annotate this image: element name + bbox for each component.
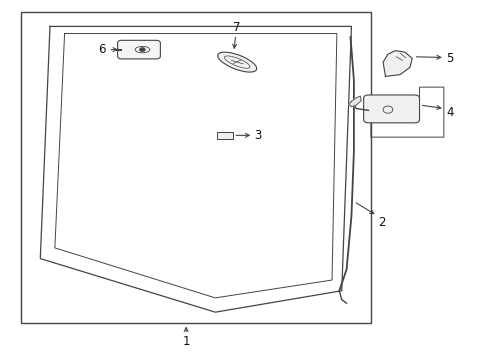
Polygon shape xyxy=(348,96,361,107)
FancyBboxPatch shape xyxy=(117,40,160,59)
Circle shape xyxy=(139,48,145,52)
Text: 6: 6 xyxy=(98,43,106,56)
Text: 5: 5 xyxy=(446,52,453,65)
Ellipse shape xyxy=(217,52,256,72)
FancyBboxPatch shape xyxy=(363,95,419,123)
Text: 7: 7 xyxy=(233,21,241,33)
Polygon shape xyxy=(382,51,411,76)
Text: 1: 1 xyxy=(182,335,189,348)
Bar xyxy=(21,12,370,323)
Text: 3: 3 xyxy=(254,129,261,142)
Text: 2: 2 xyxy=(377,216,385,229)
Text: 4: 4 xyxy=(446,105,453,119)
Bar xyxy=(217,132,232,139)
